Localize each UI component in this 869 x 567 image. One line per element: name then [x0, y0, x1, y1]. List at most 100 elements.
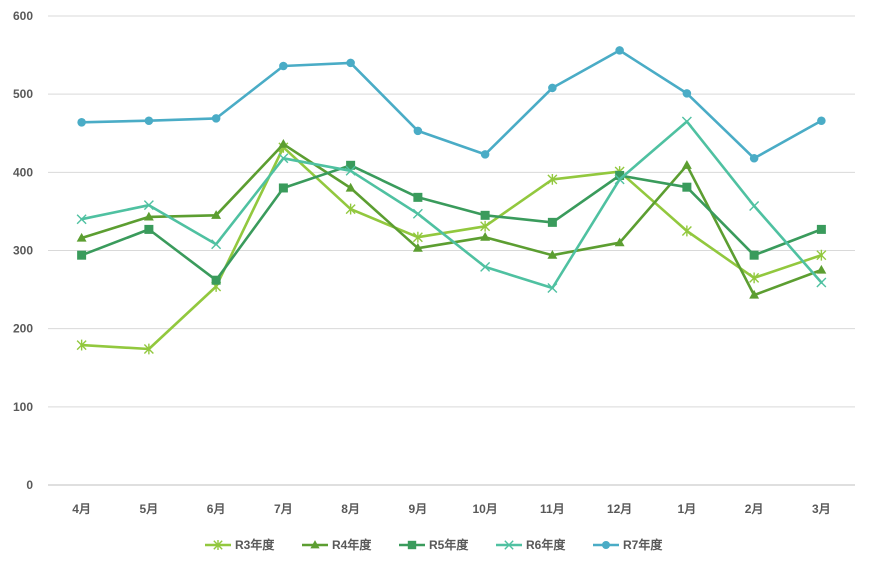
data-point	[681, 160, 692, 169]
legend: R3年度 R4年度 R5年度 R6年度 R7年度	[205, 537, 663, 552]
x-tick-label: 4月	[72, 502, 91, 516]
data-point	[279, 61, 288, 71]
series-line	[80, 164, 823, 282]
data-point	[211, 239, 222, 250]
data-point	[346, 160, 356, 170]
data-point	[143, 200, 154, 211]
data-point	[749, 250, 759, 260]
series-line	[80, 146, 823, 351]
x-axis: 4月 5月 6月 7月 8月 9月 10月 11月 12月 1月 2月 3月	[72, 502, 830, 516]
data-point	[211, 114, 221, 123]
data-point	[77, 250, 87, 260]
data-point	[144, 224, 154, 234]
x-tick-label: 3月	[812, 502, 831, 516]
y-tick-label: 500	[13, 87, 33, 101]
data-point	[412, 231, 423, 243]
data-point	[278, 139, 289, 148]
data-point	[681, 225, 692, 237]
x-tick-label: 2月	[745, 502, 764, 516]
legend-item: R5年度	[399, 537, 469, 552]
data-point	[76, 232, 87, 242]
data-point	[547, 217, 557, 227]
legend-item: R7年度	[593, 537, 663, 552]
data-point	[548, 83, 557, 93]
legend-marker	[407, 540, 417, 550]
data-point	[76, 214, 87, 225]
series-line	[80, 120, 823, 290]
legend-label: R6年度	[526, 537, 566, 552]
data-point	[143, 211, 154, 221]
data-point	[749, 200, 760, 211]
data-point	[412, 242, 423, 252]
data-point	[816, 264, 827, 274]
x-tick-label: 9月	[409, 502, 428, 516]
x-tick-label: 11月	[540, 502, 565, 516]
data-point	[682, 89, 692, 98]
data-point	[816, 277, 827, 288]
legend-label: R4年度	[332, 537, 372, 552]
legend-marker	[504, 540, 514, 550]
x-tick-label: 1月	[678, 502, 697, 516]
data-point	[413, 126, 423, 136]
series-1	[76, 141, 827, 355]
data-point	[614, 237, 625, 247]
data-point	[547, 173, 558, 185]
data-point	[480, 232, 491, 241]
gridlines	[48, 15, 855, 486]
data-point	[480, 220, 491, 232]
data-point	[749, 289, 760, 299]
data-point	[749, 153, 759, 163]
data-point	[345, 165, 356, 176]
data-point	[480, 261, 491, 272]
x-tick-label: 5月	[140, 502, 159, 516]
data-point	[749, 272, 760, 284]
data-point	[345, 182, 356, 192]
data-point	[615, 46, 624, 55]
data-point	[143, 343, 154, 355]
data-point	[816, 249, 827, 261]
x-tick-label: 6月	[207, 502, 226, 516]
data-point	[278, 153, 289, 164]
data-point	[615, 170, 625, 180]
data-point	[346, 58, 355, 68]
data-point	[547, 283, 558, 294]
data-point	[144, 116, 154, 126]
data-point	[211, 210, 222, 219]
x-tick-label: 12月	[607, 502, 632, 516]
data-point	[211, 275, 221, 285]
data-point	[413, 192, 423, 202]
data-point	[614, 174, 625, 185]
legend-item: R4年度	[302, 537, 372, 552]
x-tick-label: 7月	[274, 502, 293, 516]
data-point	[480, 150, 490, 159]
series-2	[76, 139, 827, 299]
data-point	[412, 208, 423, 219]
series-line	[80, 49, 823, 160]
y-tick-label: 0	[26, 478, 33, 492]
y-tick-label: 300	[13, 244, 33, 258]
legend-marker	[213, 539, 223, 551]
legend-label: R3年度	[235, 537, 275, 552]
legend-marker	[310, 540, 320, 549]
legend-item: R3年度	[205, 537, 275, 552]
legend-item: R6年度	[496, 537, 566, 552]
data-point	[345, 203, 356, 215]
series-layer	[76, 46, 827, 355]
x-tick-label: 8月	[341, 502, 360, 516]
data-point	[278, 183, 288, 193]
series-3	[77, 160, 826, 285]
x-tick-label: 10月	[472, 502, 497, 516]
data-point	[547, 250, 558, 259]
data-point	[816, 224, 826, 234]
data-point	[682, 182, 692, 192]
legend-label: R5年度	[429, 537, 469, 552]
series-4	[76, 116, 827, 294]
y-tick-label: 200	[13, 322, 33, 336]
y-tick-label: 400	[13, 165, 33, 179]
data-point	[77, 118, 86, 127]
y-axis: 0 100 200 300 400 500 600	[13, 9, 33, 492]
legend-label: R7年度	[623, 537, 663, 552]
data-point	[480, 210, 490, 220]
